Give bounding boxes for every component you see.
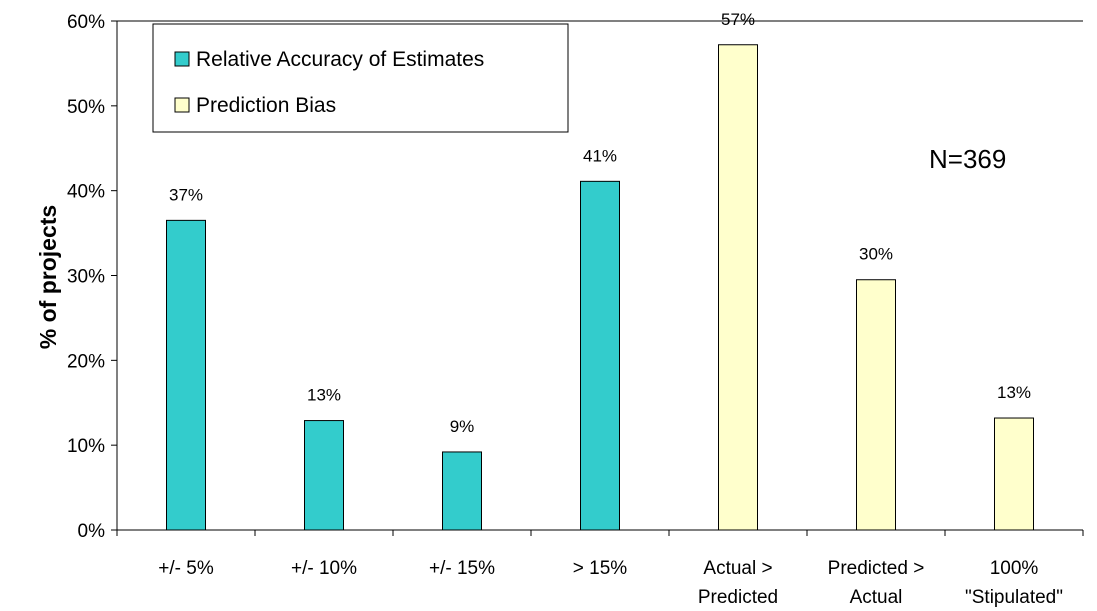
x-category-label: "Stipulated": [965, 587, 1063, 608]
data-label: 37%: [169, 185, 203, 204]
x-category-label: Predicted: [698, 587, 778, 608]
bar-bias: [994, 417, 1034, 531]
y-tick-label: 30%: [67, 267, 105, 288]
data-label: 30%: [859, 245, 893, 264]
y-tick-label: 10%: [67, 436, 105, 457]
legend-swatch-bias: [174, 97, 190, 113]
data-label: 41%: [583, 146, 617, 165]
bar-accuracy: [580, 180, 620, 531]
y-tick-label: 40%: [67, 182, 105, 203]
bar-bias: [856, 279, 896, 531]
legend-label-accuracy: Relative Accuracy of Estimates: [196, 48, 484, 71]
data-labels: 37% 13% 9% 41% 57% 30% 13%: [169, 10, 1031, 436]
bars: [166, 44, 1034, 531]
y-axis-title: % of projects: [35, 205, 61, 349]
sample-size-annotation: N=369: [929, 144, 1006, 174]
x-category-label: > 15%: [573, 558, 628, 579]
y-tick-label: 50%: [67, 97, 105, 118]
bar-bias: [718, 44, 758, 531]
category-labels: +/- 5% +/- 10% +/- 15% > 15% Actual > Predict…: [158, 558, 1063, 608]
bar-accuracy: [442, 451, 482, 531]
y-axis-label: % of projects: [35, 205, 61, 349]
data-label: 9%: [450, 417, 475, 436]
x-category-label: +/- 10%: [291, 558, 357, 579]
y-tick-label: 20%: [67, 351, 105, 372]
data-label: 13%: [997, 383, 1031, 402]
legend-label-bias: Prediction Bias: [196, 94, 336, 117]
bar-accuracy: [166, 219, 206, 531]
legend-swatch-accuracy: [174, 51, 190, 67]
legend: Relative Accuracy of Estimates Predictio…: [152, 23, 569, 133]
x-category-label: Actual >: [703, 558, 772, 579]
y-tick-label: 60%: [67, 12, 105, 33]
x-category-label: 100%: [990, 558, 1039, 579]
y-axis-ticks: 0% 10% 20% 30% 40% 50% 60%: [67, 12, 117, 542]
data-label: 57%: [721, 10, 755, 29]
x-category-label: Predicted >: [828, 558, 925, 579]
bar-accuracy: [304, 420, 344, 531]
x-category-label: Actual: [850, 587, 903, 608]
x-category-label: +/- 15%: [429, 558, 495, 579]
x-category-label: +/- 5%: [158, 558, 214, 579]
data-label: 13%: [307, 386, 341, 405]
legend-box: [152, 23, 569, 133]
y-tick-label: 0%: [78, 521, 106, 542]
